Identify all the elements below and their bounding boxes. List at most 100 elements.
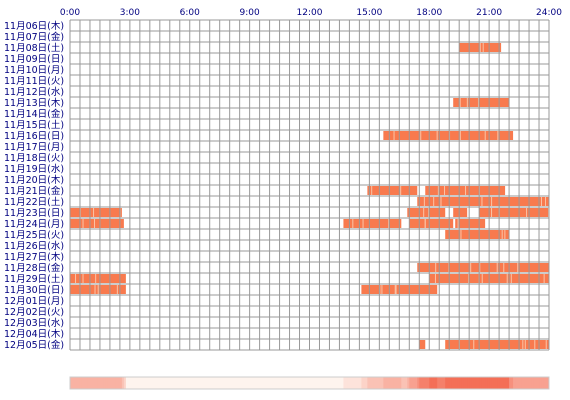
- summary-strip-cell: [117, 377, 121, 389]
- summary-strip-cell: [437, 377, 440, 389]
- summary-strip-cell: [285, 377, 289, 389]
- summary-strip-cell: [215, 377, 219, 389]
- summary-strip-cell: [465, 377, 468, 389]
- summary-strip-cell: [293, 377, 297, 389]
- activity-bar: [417, 197, 549, 206]
- activity-bar-fleck: [524, 340, 526, 349]
- activity-bar-fleck: [522, 340, 524, 349]
- summary-strip-cell: [125, 377, 129, 389]
- summary-strip-cell: [133, 377, 137, 389]
- summary-strip-cell: [95, 377, 99, 389]
- summary-strip-cell: [369, 377, 372, 389]
- summary-strip-cell: [527, 377, 530, 389]
- summary-strip-cell: [201, 377, 205, 389]
- activity-bar: [409, 219, 454, 228]
- summary-strip-cell: [511, 377, 514, 389]
- activity-bar-fleck: [94, 285, 96, 294]
- summary-strip-cell: [145, 377, 149, 389]
- activity-bar-fleck: [394, 285, 396, 294]
- summary-strip-cell: [105, 377, 109, 389]
- summary-strip-cell: [151, 377, 155, 389]
- summary-strip-cell: [499, 377, 502, 389]
- summary-strip-cell: [313, 377, 316, 389]
- row-label: 11月25日(火): [4, 230, 64, 241]
- activity-bar-fleck: [457, 219, 459, 228]
- summary-strip-cell: [451, 377, 454, 389]
- activity-bar-fleck: [491, 197, 493, 206]
- summary-strip-cell: [275, 377, 279, 389]
- summary-strip-cell: [327, 377, 330, 389]
- summary-strip-cell: [241, 377, 245, 389]
- summary-strip-cell: [441, 377, 444, 389]
- summary-strip-cell: [443, 377, 446, 389]
- summary-strip-cell: [173, 377, 177, 389]
- activity-bar-fleck: [506, 274, 508, 283]
- summary-strip-cell: [545, 377, 548, 389]
- summary-strip-cell: [533, 377, 536, 389]
- summary-strip-cell: [265, 377, 269, 389]
- summary-strip-cell: [73, 377, 77, 389]
- summary-strip-cell: [335, 377, 338, 389]
- summary-strip-cell: [323, 377, 326, 389]
- activity-bar: [479, 208, 549, 217]
- summary-strip-cell: [257, 377, 261, 389]
- summary-strip-cell: [277, 377, 281, 389]
- row-label: 12月01日(月): [4, 296, 64, 307]
- activity-bar-fleck: [482, 43, 484, 52]
- x-tick-label: 12:00: [297, 8, 323, 18]
- x-tick-label: 18:00: [416, 8, 442, 18]
- x-tick-label: 6:00: [180, 8, 200, 18]
- summary-strip-cell: [391, 377, 394, 389]
- summary-strip-cell: [455, 377, 458, 389]
- summary-strip-cell: [227, 377, 231, 389]
- activity-bar-fleck: [526, 208, 528, 217]
- row-label: 11月06日(木): [4, 20, 64, 32]
- summary-strip-cell: [435, 377, 438, 389]
- row-label: 11月20日(木): [4, 174, 64, 186]
- summary-strip-cell: [523, 377, 526, 389]
- summary-strip-cell: [251, 377, 255, 389]
- row-label: 12月03日(水): [4, 317, 64, 329]
- summary-strip-cell: [403, 377, 406, 389]
- activity-bar-fleck: [497, 131, 499, 140]
- summary-strip-cell: [137, 377, 141, 389]
- activity-bar: [70, 208, 122, 217]
- row-label: 11月15日(土): [4, 119, 64, 131]
- summary-strip-cell: [471, 377, 474, 389]
- summary-strip-cell: [71, 377, 75, 389]
- summary-strip-cell: [355, 377, 358, 389]
- summary-strip-cell: [427, 377, 430, 389]
- summary-strip-cell: [489, 377, 492, 389]
- summary-strip-cell: [505, 377, 508, 389]
- summary-strip-cell: [453, 377, 456, 389]
- summary-strip-cell: [381, 377, 384, 389]
- summary-strip-cell: [491, 377, 494, 389]
- summary-strip-cell: [279, 377, 283, 389]
- row-label: 11月08日(土): [4, 42, 64, 54]
- summary-strip-cell: [399, 377, 402, 389]
- summary-strip-cell: [543, 377, 546, 389]
- summary-strip-cell: [531, 377, 534, 389]
- summary-strip-cell: [317, 377, 320, 389]
- activity-bar-fleck: [435, 263, 437, 272]
- activity-bar-fleck: [420, 131, 422, 140]
- summary-strip-cell: [425, 377, 428, 389]
- summary-strip-cell: [431, 377, 434, 389]
- activity-bar-fleck: [362, 219, 364, 228]
- summary-strip-cell: [157, 377, 161, 389]
- summary-strip-cell: [77, 377, 81, 389]
- summary-strip-cell: [113, 377, 117, 389]
- summary-strip-cell: [141, 377, 145, 389]
- summary-strip-cell: [325, 377, 328, 389]
- summary-strip-cell: [167, 377, 171, 389]
- x-tick-label: 24:00: [536, 8, 562, 18]
- activity-bar-fleck: [424, 219, 426, 228]
- activity-bar-fleck: [444, 186, 446, 195]
- summary-strip-cell: [269, 377, 273, 389]
- summary-strip-cell: [357, 377, 360, 389]
- summary-strip-cell: [513, 377, 516, 389]
- summary-strip-cell: [411, 377, 414, 389]
- summary-strip-cell: [509, 377, 512, 389]
- summary-strip-cell: [493, 377, 496, 389]
- activity-bar-fleck: [503, 263, 505, 272]
